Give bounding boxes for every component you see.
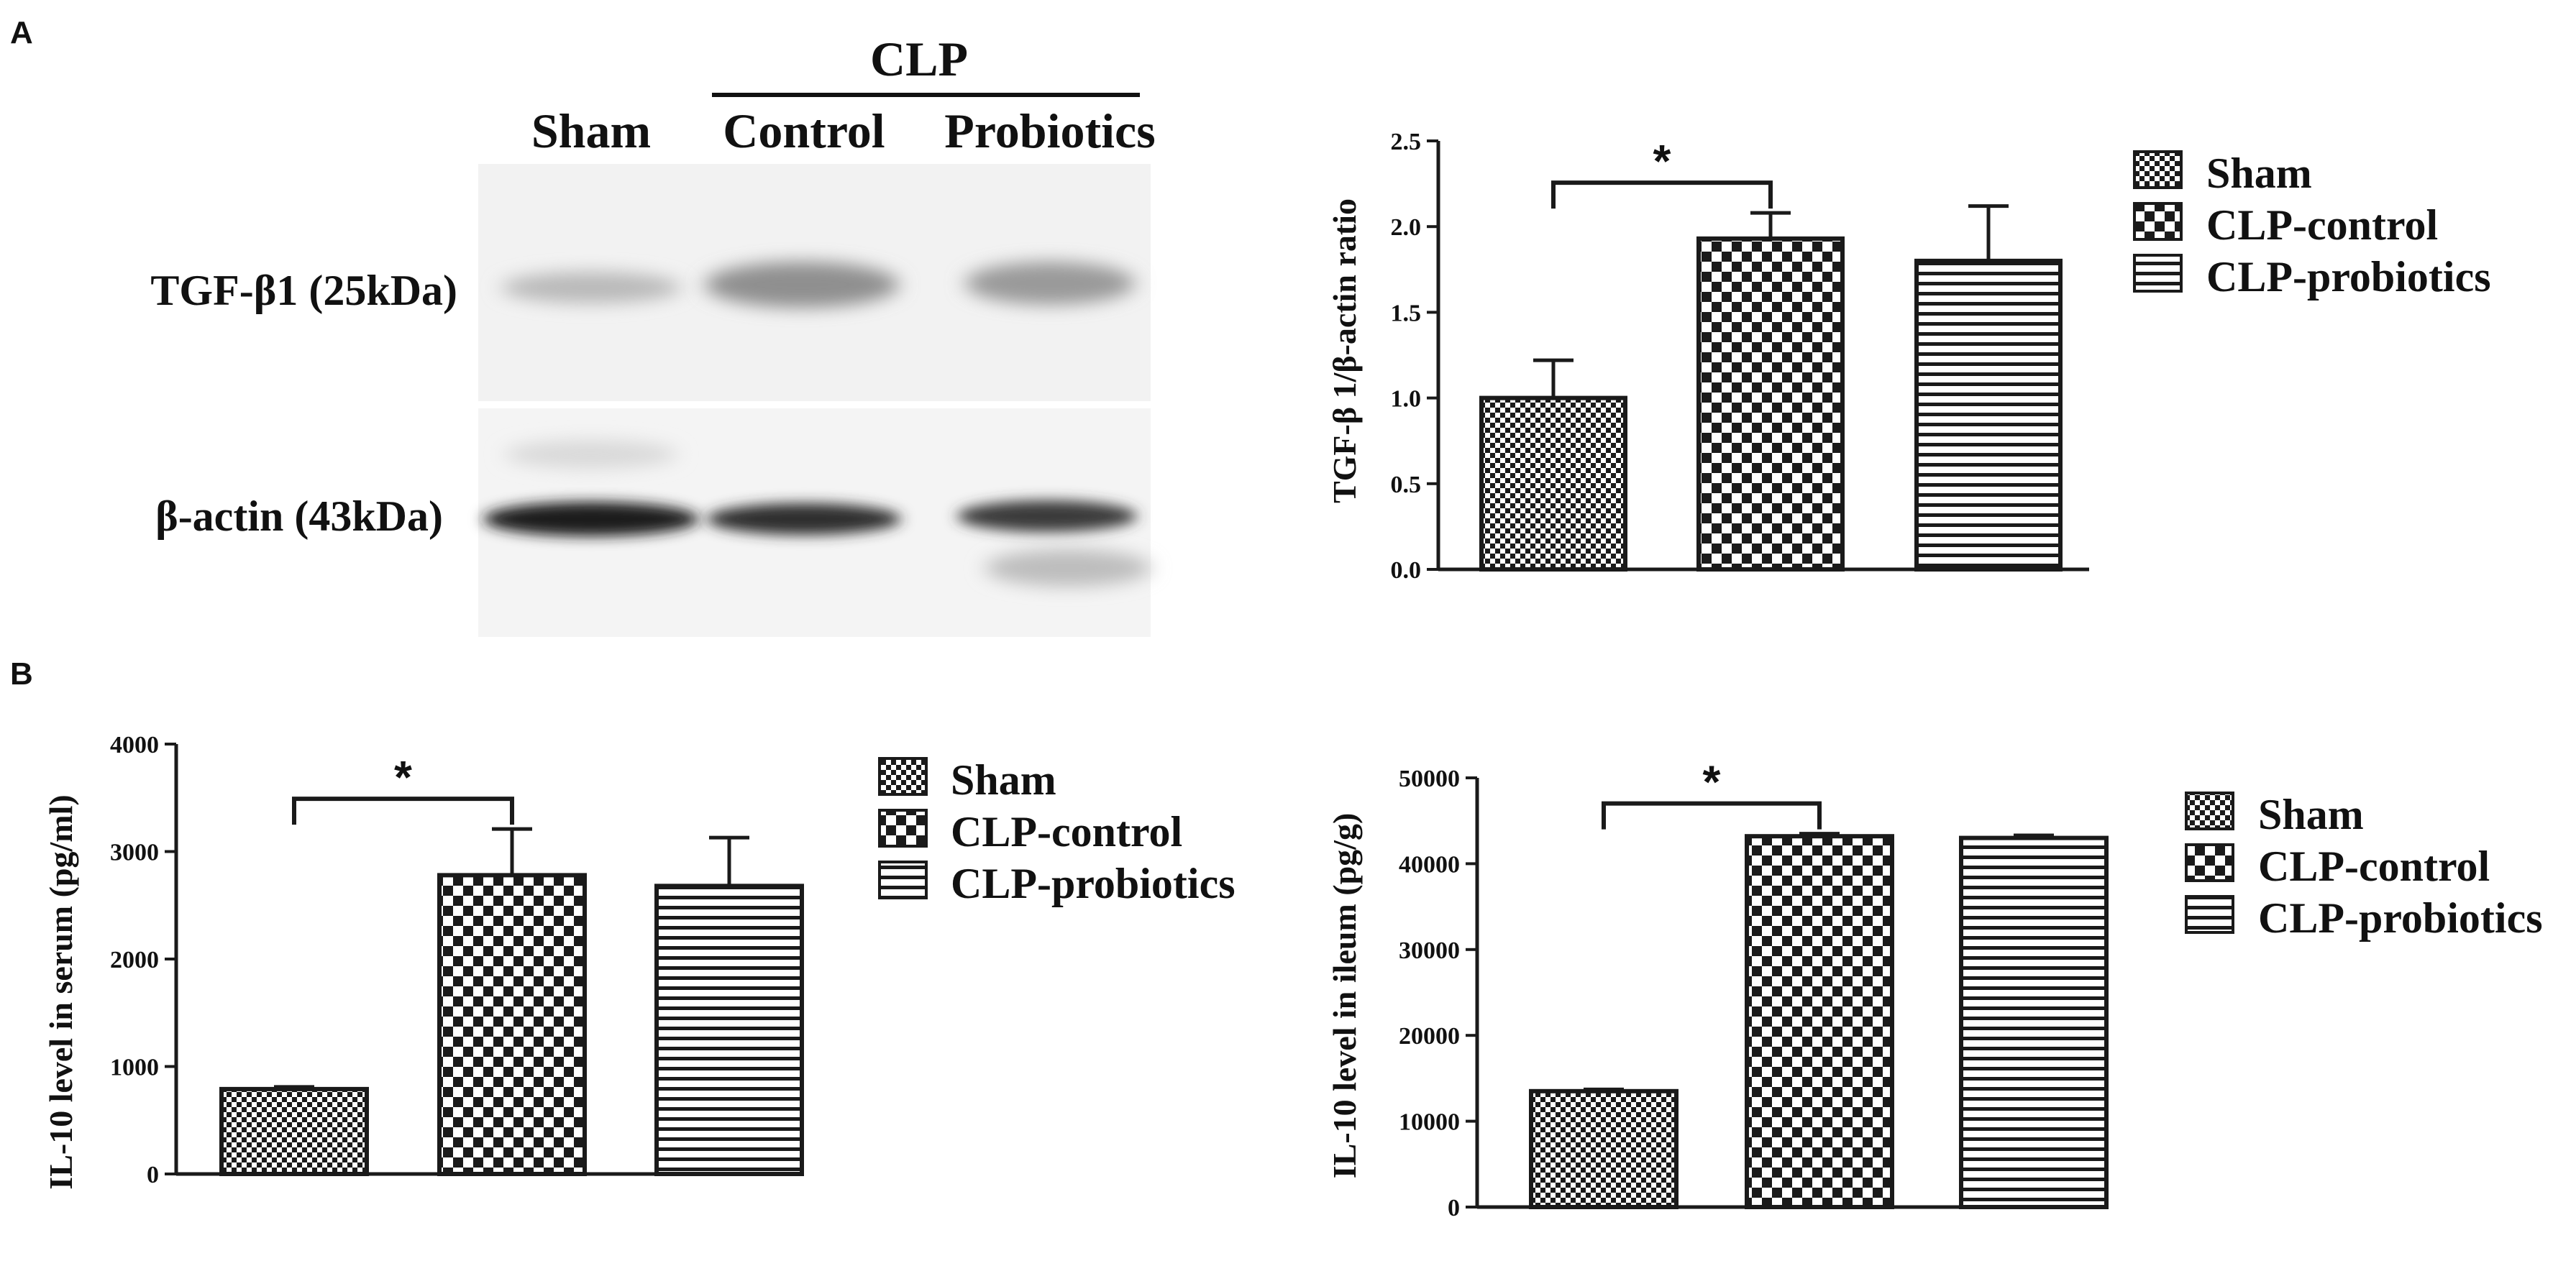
y-tick-label: 2000 [110, 947, 159, 973]
actin-band-probiotics [957, 500, 1137, 532]
actin-band-sham [483, 502, 699, 536]
legend-swatch-clp-control [2185, 843, 2234, 882]
legend-label-sham: Sham [951, 756, 1056, 804]
y-tick-label: 2.5 [1391, 129, 1422, 155]
y-tick-label: 20000 [1399, 1023, 1460, 1050]
tgf-band-probiotics [965, 262, 1135, 305]
y-tick-label: 1000 [110, 1055, 159, 1081]
lane-label-probiotics: Probiotics [944, 104, 1155, 158]
significance-bracket [1602, 801, 1822, 830]
y-axis-label: IL-10 level in serum (pg/ml) [42, 794, 79, 1189]
bar-sham [1529, 1088, 1678, 1210]
tgf-band-control [705, 262, 899, 308]
actin-smear-probiotics [985, 549, 1151, 587]
actin-smear-sham [505, 440, 677, 469]
significance-bracket [1551, 180, 1773, 209]
legend-label-clp-probiotics: CLP-probiotics [2258, 894, 2543, 942]
legend-label-clp-control: CLP-control [2206, 201, 2438, 249]
tgf-band-sham [501, 272, 681, 303]
y-tick-label: 10000 [1399, 1109, 1460, 1136]
legend-label-clp-probiotics: CLP-probiotics [951, 860, 1236, 907]
y-tick-label: 1.5 [1391, 300, 1422, 326]
chart-tgf-ratio: TGF-β 1/β-actin ratio 0.0 0.5 1.0 1.5 2.0 2.5… [1326, 129, 2089, 584]
y-tick-label: 2.0 [1391, 214, 1422, 241]
legend-label-sham: Sham [2258, 791, 2364, 838]
chart-il10-ileum: IL-10 level in ileum (pg/g) 0 10000 20000 3… [1326, 756, 2109, 1221]
y-tick-label: 40000 [1399, 851, 1460, 878]
legend-swatch-clp-probiotics [2133, 254, 2183, 293]
y-tick-label: 0 [1448, 1195, 1460, 1221]
panel-label-b: B [10, 656, 33, 692]
legend-swatch-clp-probiotics [878, 861, 928, 899]
legend-bottom-left: Sham CLP-control CLP-probiotics [878, 756, 1236, 907]
y-tick-label: 50000 [1399, 766, 1460, 792]
panel-label-a: A [10, 15, 33, 50]
legend-swatch-sham [2133, 150, 2183, 189]
y-tick-label: 1.0 [1391, 386, 1422, 413]
significance-bracket [292, 797, 514, 825]
bar-clp-control [437, 873, 587, 1176]
lane-label-control: Control [723, 104, 885, 158]
y-axis-label: IL-10 level in ileum (pg/g) [1326, 813, 1363, 1179]
bar-clp-probiotics [1914, 258, 2063, 572]
y-tick-label: 0.0 [1391, 557, 1422, 584]
y-axis-label: TGF-β 1/β-actin ratio [1326, 198, 1363, 503]
clp-group-header: CLP [870, 32, 968, 86]
blot-row-label-actin: β-actin (43kDa) [155, 492, 443, 540]
legend-swatch-sham [878, 757, 928, 796]
significance-star: * [1703, 756, 1721, 808]
legend-swatch-clp-probiotics [2185, 895, 2234, 934]
legend-swatch-clp-control [878, 809, 928, 848]
legend-top: Sham CLP-control CLP-probiotics [2133, 150, 2491, 301]
bar-sham [1479, 395, 1627, 572]
legend-swatch-clp-control [2133, 202, 2183, 241]
bar-clp-probiotics [1959, 835, 2109, 1209]
significance-star: * [1653, 135, 1671, 187]
bar-clp-control [1696, 236, 1845, 572]
lane-label-sham: Sham [531, 104, 651, 158]
y-tick-label: 0 [147, 1162, 159, 1188]
actin-band-control [707, 503, 901, 535]
chart-il10-serum: IL-10 level in serum (pg/ml) 0 1000 2000 30… [42, 732, 804, 1190]
legend-label-clp-control: CLP-control [951, 808, 1182, 856]
western-blot: CLP Sham Control Probiotics TGF-β1 (25kD… [150, 32, 1156, 637]
y-tick-label: 0.5 [1391, 472, 1422, 498]
significance-star: * [394, 751, 412, 803]
bar-clp-control [1745, 834, 1894, 1209]
blot-row-label-tgf: TGF-β1 (25kDa) [150, 267, 457, 314]
legend-label-sham: Sham [2206, 150, 2312, 197]
bar-clp-probiotics [654, 884, 804, 1176]
legend-label-clp-probiotics: CLP-probiotics [2206, 253, 2491, 301]
legend-bottom-right: Sham CLP-control CLP-probiotics [2185, 791, 2543, 942]
y-tick-label: 4000 [110, 732, 159, 758]
legend-label-clp-control: CLP-control [2258, 843, 2490, 890]
legend-swatch-sham [2185, 792, 2234, 830]
y-tick-label: 30000 [1399, 937, 1460, 964]
y-tick-label: 3000 [110, 840, 159, 866]
bar-sham [219, 1086, 369, 1177]
